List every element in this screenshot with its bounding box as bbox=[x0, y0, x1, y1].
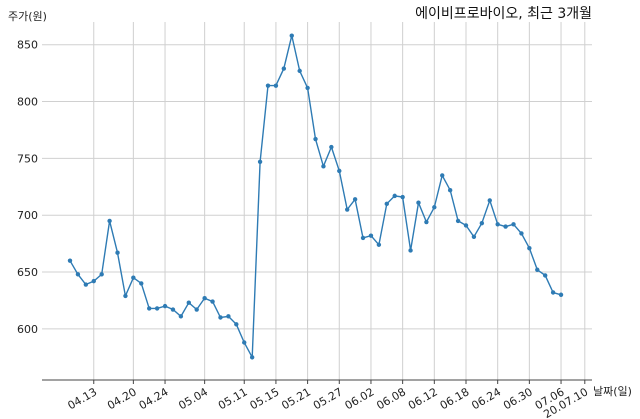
data-point bbox=[479, 220, 485, 226]
data-point bbox=[424, 219, 429, 225]
data-point bbox=[83, 282, 89, 287]
data-point bbox=[345, 207, 350, 212]
data-point bbox=[535, 267, 540, 272]
x-tick-label: 06.12 bbox=[406, 385, 440, 412]
series-layer bbox=[67, 33, 564, 360]
x-tick-label: 06.18 bbox=[438, 385, 472, 412]
data-point bbox=[75, 272, 81, 277]
x-tick-label: 05.27 bbox=[311, 385, 345, 412]
data-point bbox=[329, 144, 334, 150]
data-point bbox=[139, 281, 144, 286]
x-tick-label: 05.04 bbox=[176, 385, 210, 412]
y-tick-label: 650 bbox=[17, 266, 38, 279]
data-point bbox=[392, 193, 397, 199]
y-tick-label: 750 bbox=[17, 152, 38, 165]
data-point bbox=[281, 66, 287, 71]
data-point bbox=[550, 290, 556, 295]
x-tick-label: 05.11 bbox=[216, 385, 250, 412]
data-point bbox=[107, 218, 112, 224]
data-point bbox=[170, 307, 176, 312]
x-axis-label: 날짜(일) bbox=[593, 384, 632, 398]
data-point bbox=[503, 224, 508, 229]
data-point bbox=[360, 235, 366, 241]
x-tick-label: 04.24 bbox=[137, 385, 171, 412]
data-point bbox=[543, 273, 548, 278]
x-tick-label: 05.15 bbox=[248, 385, 282, 412]
data-point bbox=[178, 314, 184, 319]
x-tick-label: 06.30 bbox=[501, 385, 535, 412]
price-series-line bbox=[69, 35, 562, 360]
data-point bbox=[384, 201, 389, 207]
data-point bbox=[400, 194, 405, 200]
data-point bbox=[186, 300, 191, 305]
data-point bbox=[352, 197, 358, 202]
data-point bbox=[376, 242, 382, 247]
data-point bbox=[471, 234, 477, 239]
data-point bbox=[218, 315, 223, 320]
data-point bbox=[527, 245, 532, 251]
y-tick-label: 700 bbox=[17, 209, 38, 222]
data-point bbox=[202, 295, 207, 301]
data-point bbox=[463, 223, 469, 228]
data-point bbox=[249, 355, 255, 360]
y-axis-label: 주가(원) bbox=[8, 10, 47, 23]
data-point bbox=[305, 85, 310, 91]
y-tick-label: 800 bbox=[17, 96, 38, 109]
data-point bbox=[511, 222, 516, 227]
data-point bbox=[67, 258, 73, 263]
data-point bbox=[495, 222, 500, 227]
data-point bbox=[289, 33, 294, 38]
data-point bbox=[91, 278, 96, 284]
data-point bbox=[265, 83, 271, 88]
data-point bbox=[242, 340, 247, 345]
x-tick-label: 06.02 bbox=[343, 385, 377, 412]
chart-title: 에이비프로바이오, 최근 3개월 bbox=[415, 6, 592, 22]
x-tick-label: 06.08 bbox=[374, 385, 408, 412]
x-tick-label: 05.21 bbox=[279, 385, 313, 412]
data-point bbox=[432, 205, 437, 210]
data-point bbox=[162, 303, 168, 309]
data-point bbox=[226, 314, 231, 319]
data-point bbox=[297, 68, 302, 74]
data-point bbox=[408, 248, 413, 253]
data-point bbox=[337, 168, 342, 174]
data-point bbox=[368, 233, 374, 238]
data-point bbox=[234, 322, 239, 327]
data-point bbox=[273, 83, 279, 88]
data-point bbox=[257, 159, 263, 164]
data-point bbox=[440, 173, 445, 178]
data-point bbox=[519, 231, 524, 236]
grid-layer bbox=[42, 22, 592, 380]
data-point bbox=[210, 299, 215, 304]
data-point bbox=[447, 188, 453, 193]
data-point bbox=[147, 306, 152, 311]
data-point bbox=[123, 293, 128, 299]
data-point bbox=[321, 164, 326, 169]
data-point bbox=[99, 272, 104, 277]
data-point bbox=[313, 136, 318, 142]
data-point bbox=[455, 218, 461, 224]
data-point bbox=[194, 307, 199, 312]
y-tick-label: 850 bbox=[17, 39, 38, 52]
x-tick-label: 04.13 bbox=[65, 385, 99, 412]
x-tick-label: 04.20 bbox=[105, 385, 139, 412]
data-point bbox=[115, 250, 120, 255]
y-tick-label: 600 bbox=[17, 323, 38, 336]
data-point bbox=[487, 198, 492, 203]
x-tick-label: 06.24 bbox=[469, 385, 503, 412]
data-point bbox=[131, 275, 136, 280]
data-point bbox=[154, 306, 160, 311]
data-point bbox=[558, 292, 564, 297]
data-point bbox=[416, 200, 421, 205]
